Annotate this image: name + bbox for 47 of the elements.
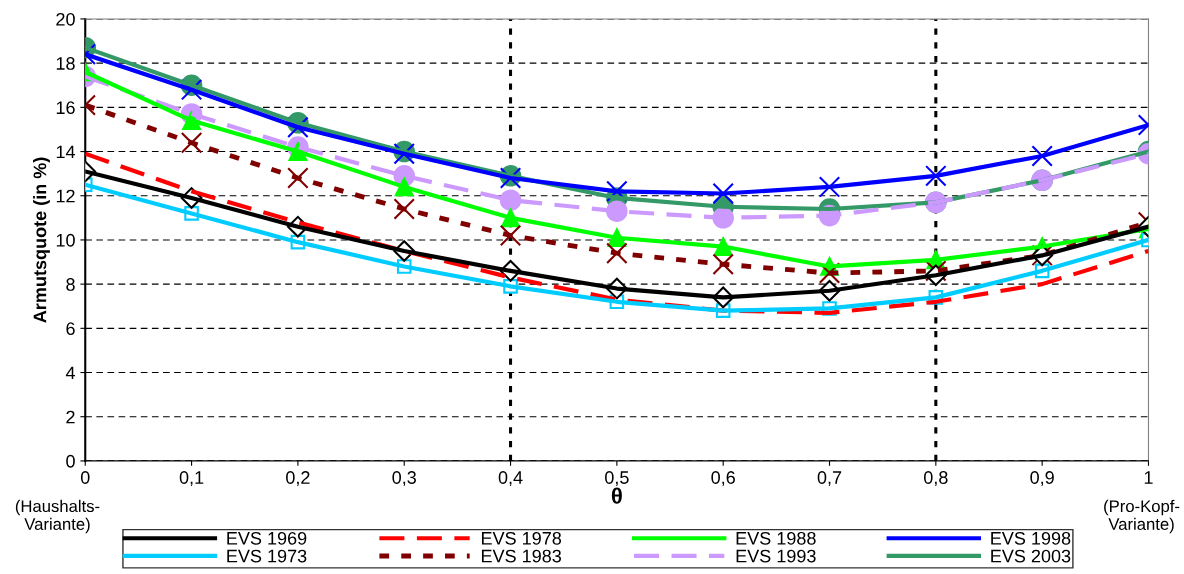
x-tick-label: 0 — [80, 471, 90, 484]
x-tick-label: 0,7 — [817, 471, 842, 487]
point — [925, 165, 947, 187]
x-tick-label: 0,3 — [392, 471, 416, 487]
point — [393, 198, 415, 220]
text: (Haushalts- Variante) — [15, 499, 100, 534]
legend-label: EVS 1998 — [991, 531, 1071, 545]
y-tick-label: 18 — [56, 57, 75, 70]
x-tick-label: 0,2 — [286, 471, 310, 487]
point — [499, 224, 522, 247]
legend-label: EVS 1969 — [227, 531, 307, 545]
point — [1031, 145, 1053, 167]
legend-label: EVS 1988 — [736, 531, 816, 545]
x-tick-label: 0,5 — [605, 471, 629, 487]
y-tick-label: 20 — [56, 12, 75, 26]
legend-label: EVS 2003 — [991, 549, 1071, 563]
x-tick-label: 0,6 — [711, 471, 735, 487]
point — [712, 182, 734, 205]
x-tick-label: 0,8 — [923, 471, 948, 487]
y-tick-label: 2 — [66, 410, 75, 424]
y-tick-label: 0 — [66, 454, 75, 468]
y-tick-label: 4 — [65, 366, 75, 380]
legend-label: EVS 1978 — [481, 531, 562, 545]
y-tick-label: 8 — [66, 278, 75, 291]
x-tick-label: 0,9 — [1030, 471, 1054, 487]
x-axis-title: θ — [611, 487, 622, 504]
point — [287, 167, 309, 189]
y-tick-label: 16 — [56, 101, 75, 115]
text: (Pro-Kopf- Variante) — [1104, 499, 1180, 534]
point — [180, 78, 203, 101]
point — [818, 176, 841, 198]
point — [712, 253, 734, 275]
y-tick-label: 10 — [56, 233, 75, 247]
legend-label: EVS 1983 — [481, 549, 562, 563]
point — [818, 262, 841, 284]
legend-label: EVS 1993 — [736, 549, 816, 563]
x-tick-label: 0,1 — [179, 471, 204, 487]
y-tick-label: 12 — [56, 189, 75, 203]
point — [606, 180, 628, 203]
legend-label: EVS 1973 — [227, 549, 307, 563]
x-tick-label: 0,4 — [498, 471, 523, 487]
point — [180, 131, 203, 154]
y-tick-label: 14 — [56, 145, 75, 159]
point — [606, 242, 628, 264]
y-tick-label: 6 — [66, 322, 75, 336]
x-tick-label: 1 — [1144, 471, 1153, 484]
y-axis-title: Armutsquote (in %) — [33, 157, 50, 323]
